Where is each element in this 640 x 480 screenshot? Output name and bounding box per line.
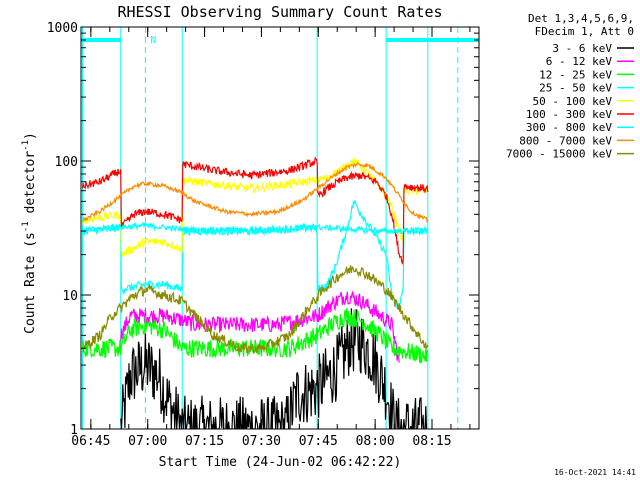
x-tick-label: 07:15: [185, 434, 224, 449]
legend-label: 300 - 800 keV: [526, 121, 612, 134]
x-tick-label: 08:00: [356, 434, 395, 449]
legend-label: 800 - 7000 keV: [519, 134, 612, 147]
y-tick-label: 10: [62, 289, 78, 304]
flag-n-label: N: [150, 35, 156, 46]
legend-label: 25 - 50 keV: [539, 82, 612, 95]
y-axis-label: Count Rate (s-1 detector-1): [21, 132, 38, 334]
series-line: [81, 200, 429, 310]
series-line: [82, 162, 429, 224]
chart-title: RHESSI Observing Summary Count Rates: [117, 3, 442, 21]
y-tick-label: 1: [70, 423, 78, 438]
series-line: [81, 156, 429, 265]
series-line: [82, 157, 429, 257]
legend-label: 3 - 6 keV: [552, 42, 612, 55]
x-tick-label: 08:15: [412, 434, 451, 449]
legend-label: 50 - 100 keV: [533, 95, 613, 108]
legend-header-1: Det 1,3,4,5,6,9,: [528, 12, 634, 25]
x-tick-label: 06:45: [71, 434, 110, 449]
legend-label: 100 - 300 keV: [526, 108, 612, 121]
legend-label: 12 - 25 keV: [539, 68, 612, 81]
y-tick-label: 1000: [47, 21, 78, 36]
x-axis-label: Start Time (24-Jun-02 06:42:22): [159, 455, 402, 470]
series-line: [82, 265, 429, 354]
x-tick-label: 07:00: [128, 434, 167, 449]
series-line: [120, 308, 428, 429]
y-tick-label: 100: [55, 155, 78, 170]
series-line: [81, 308, 429, 364]
series-line: [81, 221, 429, 236]
legend-header-2: FDecim 1, Att 0: [535, 25, 634, 38]
timestamp: 16-Oct-2021 14:41: [554, 468, 636, 477]
legend-label: 6 - 12 keV: [546, 55, 613, 68]
x-tick-label: 07:45: [299, 434, 338, 449]
x-tick-label: 07:30: [242, 434, 281, 449]
legend-label: 7000 - 15000 keV: [506, 148, 612, 161]
series-line: [120, 289, 400, 363]
